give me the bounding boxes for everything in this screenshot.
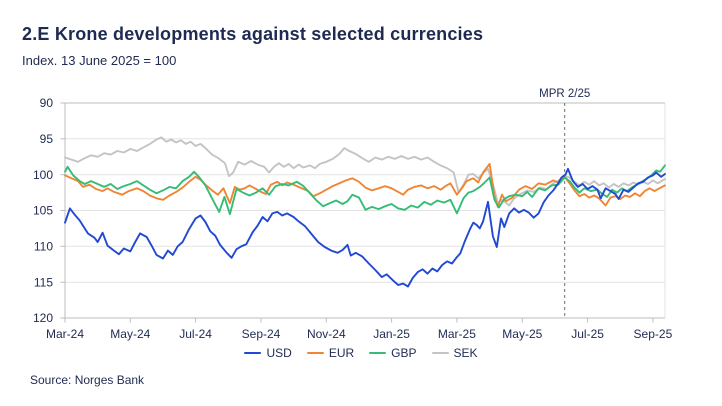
x-tick-label: Nov-24 [307, 327, 346, 341]
legend-swatch-usd [244, 351, 262, 355]
series-line-gbp [64, 164, 666, 216]
x-tick-label: Jul-24 [179, 327, 212, 341]
y-tick-label: 110 [34, 240, 53, 254]
legend-swatch-gbp [369, 351, 387, 355]
series-line-eur [64, 162, 666, 208]
legend-label: GBP [391, 346, 417, 360]
x-tick-label: Jul-25 [571, 327, 604, 341]
x-tick-label: Sep-24 [242, 327, 281, 341]
x-tick-label: May-25 [502, 327, 542, 341]
y-tick-label: 90 [40, 96, 54, 110]
legend-swatch-eur [306, 351, 324, 355]
y-tick-label: 95 [40, 132, 54, 146]
mpr-annotation-label: MPR 2/25 [539, 88, 590, 100]
legend-item-eur: EUR [306, 346, 355, 360]
source-note: Source: Norges Bank [30, 373, 145, 387]
legend-item-gbp: GBP [369, 346, 417, 360]
y-tick-label: 115 [34, 275, 53, 289]
chart-legend: USD EUR GBP SEK [0, 346, 722, 360]
series-line-sek [64, 136, 666, 207]
legend-label: EUR [328, 346, 355, 360]
x-tick-label: May-24 [110, 327, 150, 341]
x-tick-label: Jan-25 [373, 327, 410, 341]
series-line-usd [64, 167, 666, 288]
x-tick-label: Mar-24 [46, 327, 84, 341]
chart-title: 2.E Krone developments against selected … [22, 24, 484, 44]
legend-label: USD [266, 346, 292, 360]
y-tick-label: 120 [33, 311, 53, 325]
legend-item-sek: SEK [431, 346, 478, 360]
chart-subtitle: Index. 13 June 2025 = 100 [22, 53, 177, 68]
x-tick-label: Mar-25 [438, 327, 476, 341]
legend-item-usd: USD [244, 346, 292, 360]
legend-swatch-sek [431, 351, 449, 355]
y-tick-label: 105 [33, 204, 53, 218]
legend-label: SEK [453, 346, 478, 360]
y-tick-label: 100 [33, 168, 53, 182]
x-tick-label: Sep-25 [634, 327, 673, 341]
